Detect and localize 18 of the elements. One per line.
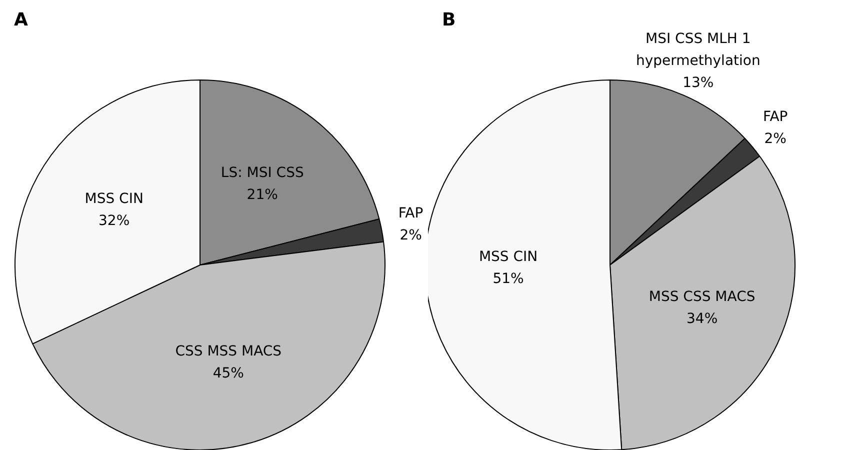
- slice-label: MSS CSS MACS: [648, 288, 756, 305]
- data-label: 51%: [492, 270, 524, 287]
- data-label: 21%: [246, 187, 278, 204]
- data-label: 2%: [400, 227, 422, 244]
- slice-label: MSS CIN: [478, 248, 538, 265]
- data-label: 45%: [212, 365, 244, 382]
- data-label: 34%: [686, 310, 718, 327]
- data-label: 2%: [764, 130, 786, 147]
- slice-label: FAP: [398, 205, 424, 222]
- slice-label: FAP: [762, 108, 788, 125]
- chart-title: A: [14, 10, 28, 31]
- slice-label: CSS MSS MACS: [175, 343, 282, 360]
- data-label: 13%: [682, 74, 714, 91]
- slice-label: MSS CIN: [84, 191, 144, 208]
- slice-label: LS: MSI CSS: [220, 165, 304, 182]
- chart-title: B: [442, 10, 456, 31]
- data-label: 32%: [98, 213, 130, 230]
- slice-label: MSI CSS MLH 1 hypermethylation: [636, 30, 760, 69]
